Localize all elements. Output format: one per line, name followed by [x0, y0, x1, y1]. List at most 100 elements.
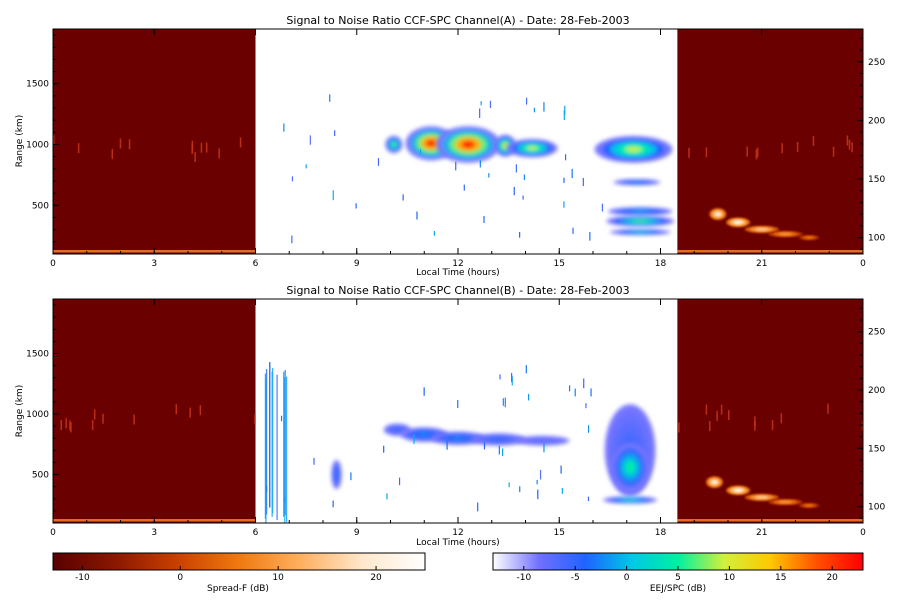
- panel-a-speckle: [755, 149, 758, 160]
- panel-b-speckle: [861, 421, 863, 432]
- panel-b-x-tick-label: 15: [554, 528, 565, 538]
- panel-b-echo-speck: [498, 445, 500, 455]
- panel-b-echo-speck: [332, 500, 334, 508]
- panel-b-spread-f-patch: [733, 488, 743, 493]
- panel-b-y2-tick-label: 100: [868, 503, 885, 513]
- panel-a-echo-level: [632, 181, 642, 183]
- colorbar-spread-f-tick-label: -10: [75, 573, 90, 583]
- panel-b-speckle: [175, 404, 178, 415]
- panel-a-y2-tick-label: 100: [868, 234, 885, 244]
- panel-a-echo-region: [613, 179, 661, 186]
- panel-a-echo-speck: [563, 177, 565, 184]
- panel-b-floor-trace: [677, 519, 863, 522]
- panel-a-echo-speck: [416, 211, 418, 220]
- panel-b-x-tick-label: 18: [655, 528, 667, 538]
- panel-b-speckle: [754, 420, 756, 431]
- colorbar-eej-spc-tick-label: 5: [675, 573, 681, 583]
- panel-b-speckle: [189, 407, 191, 418]
- panel-b-speckle: [720, 404, 723, 415]
- panel-a-x-tick-label: 6: [253, 259, 259, 269]
- panel-b-echo-speck: [483, 442, 486, 450]
- panel-b-y-tick-label: 500: [32, 471, 49, 481]
- panel-a-echo-speck: [525, 97, 528, 105]
- panel-b-echo-streak: [276, 374, 278, 521]
- panel-b-x-axis-label: Local Time (hours): [416, 538, 499, 548]
- panel-a-echo-speck: [479, 160, 481, 168]
- panel-b-echo-speck: [457, 399, 459, 408]
- panel-b-echo-speck: [502, 448, 504, 457]
- panel-a-x-tick-label: 15: [554, 259, 565, 269]
- panel-b-spread-f-patch: [804, 504, 814, 507]
- panel-a-y-axis-label: Range (km): [15, 115, 25, 167]
- panel-b-y2-tick-label: 150: [868, 444, 885, 454]
- panel-a-echo-region: [609, 229, 671, 236]
- panel-a-speckle: [119, 138, 122, 149]
- panel-a-echo-level: [633, 220, 647, 223]
- panel-a-echo-level: [527, 146, 538, 151]
- panel-b-speckle: [254, 414, 256, 425]
- panel-a-night-segment: [677, 29, 863, 254]
- panel-a-y-tick-label: 1000: [26, 141, 49, 151]
- panel-a-speckle: [191, 144, 193, 155]
- panel-a-echo-region: [594, 136, 673, 163]
- colorbar-eej-spc-tick-label: 15: [775, 573, 786, 583]
- panel-b-speckle: [65, 418, 67, 429]
- panel-a-night-segment: [53, 29, 256, 254]
- panel-b-speckle: [771, 420, 774, 431]
- panel-b-echo-speck: [587, 496, 590, 502]
- panel-a-x-axis-label: Local Time (hours): [416, 268, 499, 278]
- panel-b-echo-speck: [350, 472, 352, 481]
- panel-a-plot-area: [53, 29, 863, 254]
- panel-a-echo-speck: [479, 108, 481, 118]
- panel-a-speckle: [756, 147, 759, 158]
- panel-a-speckle: [746, 146, 748, 157]
- panel-a-echo-level: [625, 146, 642, 153]
- panel-b-echo-speck: [525, 365, 527, 374]
- panel-b-echo-streak: [269, 362, 271, 508]
- panel-a-speckle: [796, 141, 799, 152]
- panel-a-y-tick-label: 1500: [26, 80, 49, 90]
- panel-b-echo-speck: [386, 493, 388, 500]
- panel-b-echo-speck: [335, 470, 337, 480]
- panel-b-echo-level: [452, 436, 464, 440]
- panel-b-speckle: [678, 422, 680, 433]
- panel-b-echo-speck: [499, 374, 501, 380]
- panel-a-echo-speck: [571, 168, 573, 179]
- panel-a-echo-speck: [564, 154, 567, 161]
- panel-b-echo-level: [536, 439, 548, 442]
- panel-b-echo-speck: [561, 487, 563, 494]
- panel-b-echo-region: [515, 435, 570, 446]
- panel-a-echo-speck: [513, 186, 515, 196]
- panel-b-echo-speck: [423, 387, 425, 396]
- colorbar-eej-spc-tick-label: 20: [826, 573, 838, 583]
- panel-a-echo-speck: [533, 107, 536, 113]
- panel-b-spread-f-patch: [755, 495, 769, 499]
- panel-a-spread-f-patch: [733, 220, 743, 225]
- panel-a-echo-speck: [519, 231, 521, 238]
- panel-b-speckle: [70, 422, 72, 433]
- panel-b-echo-region: [603, 496, 658, 504]
- panel-b-echo-speck: [413, 434, 415, 444]
- colorbar-spread-f-tick-label: 0: [177, 573, 183, 583]
- panel-b-y-tick-label: 1000: [26, 410, 49, 420]
- panel-b-speckle: [133, 414, 135, 425]
- panel-b-echo-speck: [504, 397, 506, 408]
- panel-a-speckle: [781, 143, 783, 154]
- panel-b-echo-speck: [543, 443, 545, 453]
- panel-b-speckle: [102, 413, 104, 424]
- panel-b-spread-f-patch: [778, 500, 793, 504]
- panel-b-echo-speck: [583, 378, 585, 389]
- panel-a-speckle: [848, 139, 851, 150]
- panel-a-echo-speck: [433, 230, 435, 236]
- panel-b-echo-streak: [264, 373, 267, 519]
- panel-b-echo-speck: [446, 440, 448, 450]
- panel-b-echo-streak: [265, 369, 268, 515]
- panel-a-echo-level: [633, 210, 647, 213]
- panel-b-echo-speck: [511, 376, 513, 386]
- colorbar-eej-spc-tick-label: 10: [724, 573, 736, 583]
- panel-a-echo-region: [385, 136, 403, 154]
- panel-b-echo-speck: [568, 385, 571, 392]
- panel-b-echo-speck: [383, 445, 385, 453]
- panel-a-echo-level: [634, 231, 647, 233]
- panel-a-speckle: [218, 148, 220, 159]
